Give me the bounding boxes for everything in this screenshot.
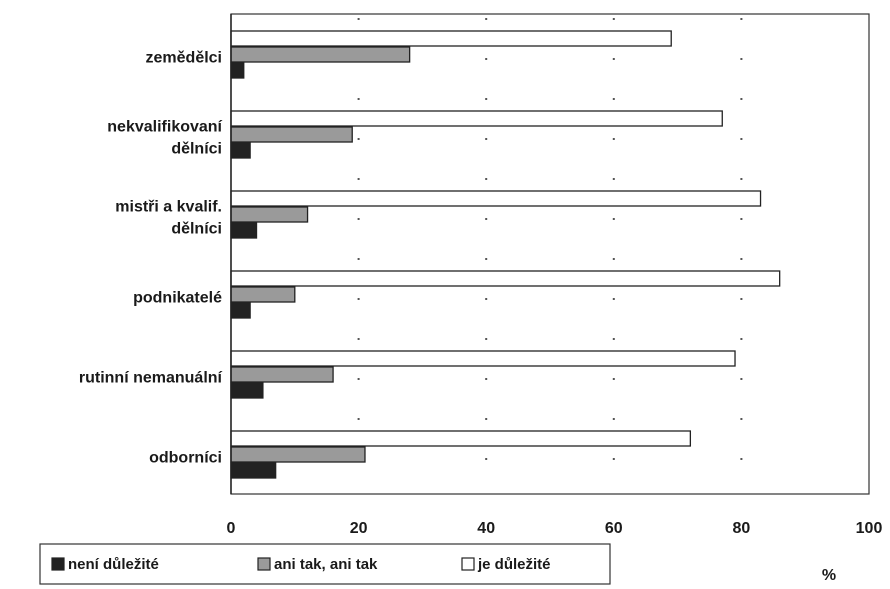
- legend-label: ani tak, ani tak: [274, 556, 378, 573]
- bar: [230, 190, 762, 207]
- bar: [230, 206, 309, 223]
- bar: [230, 222, 258, 239]
- bar: [230, 366, 334, 383]
- legend-frame: [39, 543, 611, 585]
- bar: [230, 62, 245, 79]
- bar: [230, 286, 296, 303]
- bar: [230, 30, 672, 47]
- x-tick-label: 40: [477, 520, 495, 537]
- legend-label: je důležité: [477, 556, 551, 573]
- bar: [230, 462, 277, 479]
- bar: [230, 46, 411, 63]
- bar: [230, 350, 736, 367]
- bar: [230, 302, 251, 319]
- bar: [230, 382, 264, 399]
- x-tick-labels: 0 20 40 60 80 100: [227, 520, 883, 537]
- category-label: zemědělci: [146, 50, 222, 67]
- bar: [230, 270, 781, 287]
- x-tick-label: 20: [350, 520, 368, 537]
- bar: [230, 110, 723, 127]
- legend-label: není důležité: [68, 556, 159, 573]
- legend-swatch: [257, 557, 271, 571]
- category-label: mistři a kvalif.: [115, 199, 222, 216]
- legend: není důležité ani tak, ani tak je důležité: [39, 543, 611, 585]
- category-label: dělníci: [171, 141, 222, 158]
- x-tick-label: 100: [856, 520, 883, 537]
- bar: [230, 126, 353, 143]
- legend-swatch: [51, 557, 65, 571]
- x-unit-label: %: [822, 567, 836, 584]
- bar: [230, 446, 366, 463]
- x-tick-label: 0: [227, 520, 236, 537]
- bar: [230, 142, 251, 159]
- bar: [230, 430, 692, 447]
- category-label: dělníci: [171, 221, 222, 238]
- plot-frame: [230, 13, 870, 495]
- category-labels: zemědělci nekvalifikovaní dělníci mistři a …: [79, 50, 223, 467]
- x-tick-label: 60: [605, 520, 623, 537]
- category-label: nekvalifikovaní: [107, 119, 222, 136]
- legend-swatch: [461, 557, 475, 571]
- x-tick-label: 80: [733, 520, 751, 537]
- category-label: podnikatelé: [133, 290, 222, 307]
- category-label: rutinní nemanuální: [79, 370, 223, 387]
- category-label: odborníci: [149, 450, 222, 467]
